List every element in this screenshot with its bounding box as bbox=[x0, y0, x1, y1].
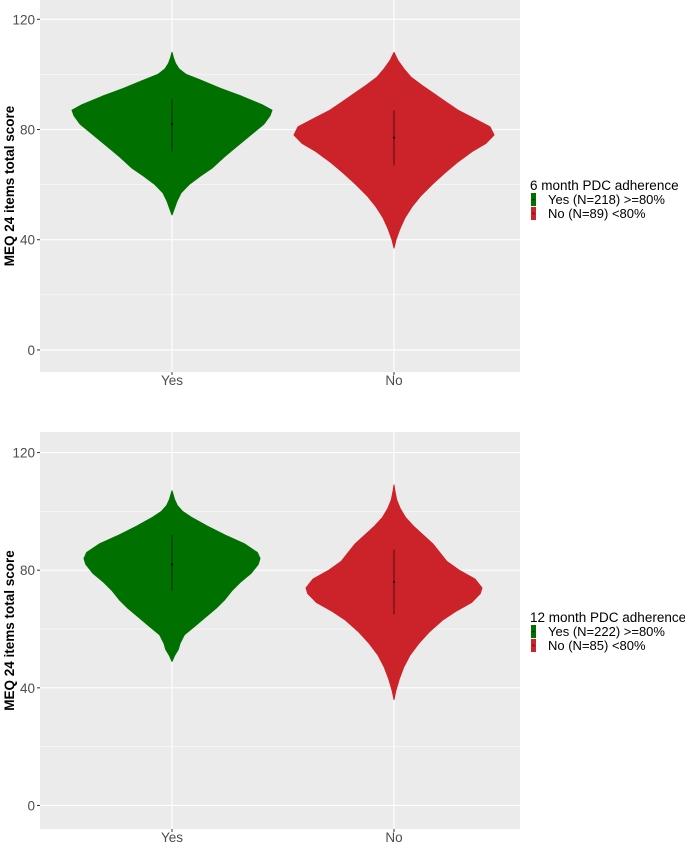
y-tick-label: 120 bbox=[12, 446, 35, 461]
median-point bbox=[392, 136, 396, 139]
legend-key-dot bbox=[532, 212, 535, 215]
legend-key-dot bbox=[532, 644, 535, 647]
median-point bbox=[392, 580, 396, 584]
y-tick-label: 40 bbox=[20, 233, 35, 248]
y-axis-title: MEQ 24 items total score bbox=[2, 550, 17, 711]
y-tick-label: 80 bbox=[20, 123, 35, 138]
legend-label: No (N=85) <80% bbox=[548, 638, 646, 653]
y-tick-label: 40 bbox=[20, 681, 35, 696]
y-tick-label: 0 bbox=[27, 798, 35, 813]
x-tick-label: Yes bbox=[161, 830, 183, 845]
x-tick-label: Yes bbox=[161, 373, 183, 388]
legend-key-dot bbox=[532, 198, 535, 201]
legend-title: 6 month PDC adherence bbox=[530, 178, 679, 193]
legend-label: Yes (N=222) >=80% bbox=[548, 624, 665, 639]
legend-label: No (N=89) <80% bbox=[548, 206, 646, 221]
legend-key-dot bbox=[532, 630, 535, 633]
median-point bbox=[170, 563, 174, 566]
chart-panel-2: 0 40 80 120 Yes No MEQ 24 items total score 12 … bbox=[2, 432, 685, 845]
x-tick-label: No bbox=[385, 830, 402, 845]
y-tick-label: 120 bbox=[12, 12, 35, 27]
panel-background bbox=[40, 432, 520, 829]
y-axis-title: MEQ 24 items total score bbox=[2, 105, 17, 266]
y-tick-label: 80 bbox=[20, 563, 35, 578]
y-tick-label: 0 bbox=[27, 343, 35, 358]
legend-title: 12 month PDC adherence bbox=[530, 610, 685, 625]
x-tick-label: No bbox=[385, 373, 402, 388]
panel-background bbox=[40, 0, 520, 372]
chart-panel-1: 0 40 80 120 Yes No MEQ 24 items total score 6 m… bbox=[2, 0, 679, 388]
legend-label: Yes (N=218) >=80% bbox=[548, 192, 665, 207]
median-point bbox=[170, 122, 174, 126]
